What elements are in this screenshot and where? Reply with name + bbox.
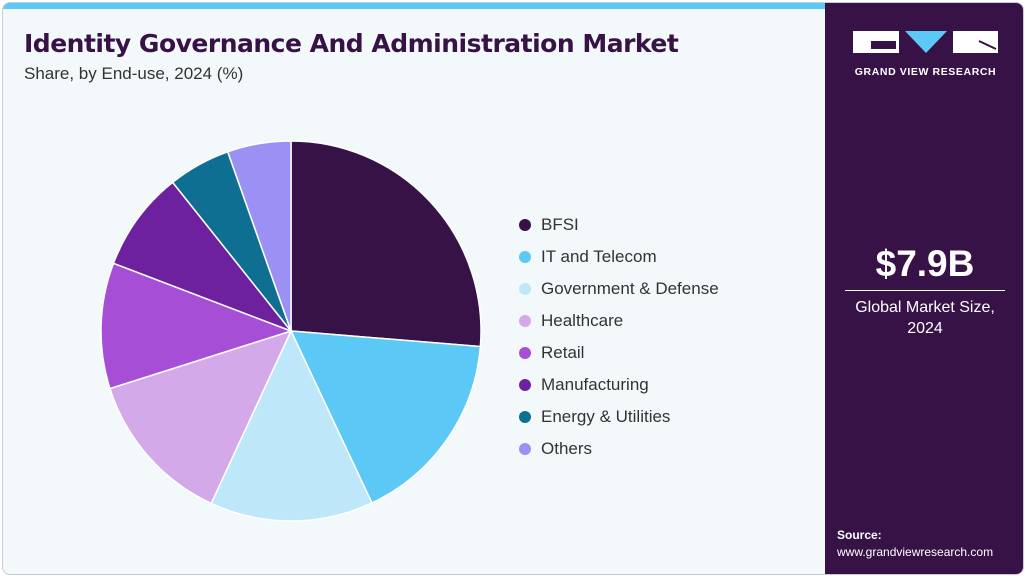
source-label: Source: <box>837 528 882 542</box>
chart-title: Identity Governance And Administration M… <box>24 29 679 58</box>
legend-swatch <box>519 443 531 455</box>
legend-item: Healthcare <box>519 305 719 337</box>
pie-chart <box>100 140 482 522</box>
legend-label: Healthcare <box>541 311 624 330</box>
chart-subtitle: Share, by End-use, 2024 (%) <box>24 64 244 83</box>
legend-label: Manufacturing <box>541 375 649 394</box>
pie-slice-manufacturing <box>112 181 294 333</box>
legend-label: Retail <box>541 343 585 362</box>
market-size-value: $7.9B <box>875 243 975 284</box>
legend-item: Others <box>519 433 719 465</box>
brand-name: GRAND VIEW RESEARCH <box>854 66 997 78</box>
legend-item: Manufacturing <box>519 369 719 401</box>
pie-slice-bfsi <box>290 140 482 348</box>
legend-item: BFSI <box>519 209 719 241</box>
pie-slice-government-defense <box>210 329 373 522</box>
legend-label: BFSI <box>541 215 579 234</box>
legend-label: IT and Telecom <box>541 247 657 266</box>
legend-label: Others <box>541 439 593 458</box>
pie-slice-healthcare <box>108 329 293 505</box>
legend-item: Government & Defense <box>519 273 719 305</box>
brand-logo: GRAND VIEW RESEARCH <box>853 29 998 78</box>
pie-slice-it-and-telecom <box>289 330 482 504</box>
legend-label: Government & Defense <box>541 279 719 298</box>
legend-item: IT and Telecom <box>519 241 719 273</box>
legend-item: Retail <box>519 337 719 369</box>
legend: BFSI IT and Telecom Government & Defense He… <box>519 209 719 465</box>
legend-swatch <box>519 219 531 231</box>
legend-swatch <box>519 347 531 359</box>
gvr-logo-icon <box>853 31 998 53</box>
legend-swatch <box>519 251 531 263</box>
legend-item: Energy & Utilities <box>519 401 719 433</box>
market-size-label: Global Market Size, 2024 <box>825 297 1023 339</box>
legend-swatch <box>519 411 531 423</box>
market-size-label-line2: 2024 <box>907 320 943 337</box>
market-size-label-line1: Global Market Size, <box>855 299 995 316</box>
pie-slice-others <box>226 140 292 332</box>
legend-swatch <box>519 379 531 391</box>
legend-swatch <box>519 283 531 295</box>
legend-swatch <box>519 315 531 327</box>
source: Source: www.grandviewresearch.com <box>837 527 993 561</box>
divider <box>845 290 1005 291</box>
legend-label: Energy & Utilities <box>541 407 671 426</box>
accent-bar <box>3 3 825 9</box>
pie-slice-retail <box>100 262 294 390</box>
info-panel: GRAND VIEW RESEARCH $7.9B Global Market … <box>825 3 1023 574</box>
source-url[interactable]: www.grandviewresearch.com <box>837 545 994 559</box>
